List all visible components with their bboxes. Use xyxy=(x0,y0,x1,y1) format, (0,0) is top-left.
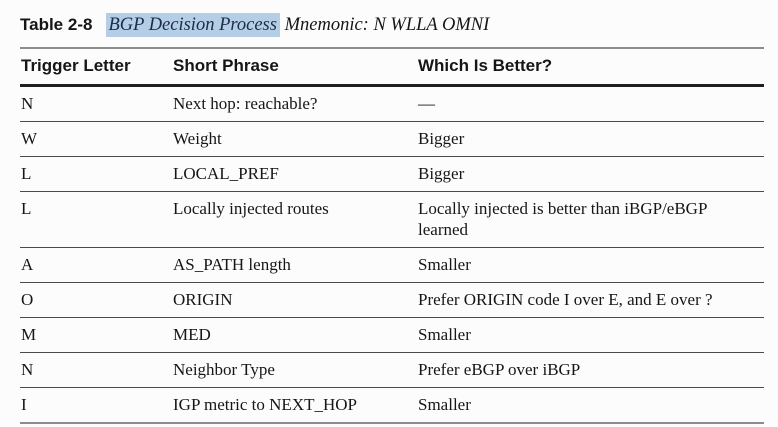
cell-trigger-letter: N xyxy=(20,352,172,388)
cell-trigger-letter: M xyxy=(20,317,172,353)
cell-short-phrase: ORIGIN xyxy=(172,282,417,318)
cell-short-phrase: MED xyxy=(172,317,417,353)
table-row: O ORIGIN Prefer ORIGIN code I over E, an… xyxy=(20,282,764,318)
table-number-label: Table 2-8 xyxy=(20,15,93,34)
cell-which-is-better: Smaller xyxy=(418,395,471,414)
bgp-decision-table: Trigger Letter Short Phrase Which Is Bet… xyxy=(20,47,764,424)
table-row: N Neighbor Type Prefer eBGP over iBGP xyxy=(20,352,764,388)
cell-short-phrase: Locally injected routes xyxy=(172,191,417,248)
table-row: W Weight Bigger xyxy=(20,121,764,157)
cell-which-is-better: Bigger xyxy=(417,121,764,157)
table-row: N Next hop: reachable? — xyxy=(20,85,764,122)
cell-which-is-better: — xyxy=(417,85,764,122)
table-row: L Locally injected routes Locally inject… xyxy=(20,191,764,248)
cell-trigger-letter: O xyxy=(20,282,172,318)
cell-which-is-better: Locally injected is better than iBGP/eBG… xyxy=(417,191,764,248)
cell-short-phrase: AS_PATH length xyxy=(172,247,417,283)
table-row: I IGP metric to NEXT_HOP Smaller xyxy=(20,388,764,424)
cell-trigger-letter: N xyxy=(20,85,172,122)
cell-which-is-better: Smaller xyxy=(417,247,764,283)
table-row: A AS_PATH length Smaller xyxy=(20,247,764,283)
cell-short-phrase: Next hop: reachable? xyxy=(172,85,417,122)
caption-rest: Mnemonic: N WLLA OMNI xyxy=(279,15,490,35)
cell-trigger-letter: W xyxy=(20,121,172,157)
cell-which-is-better: Prefer eBGP over iBGP xyxy=(417,352,764,388)
table-row: L LOCAL_PREF Bigger xyxy=(20,156,764,192)
table-row: M MED Smaller xyxy=(20,317,764,353)
caption-highlighted-phrase: BGP Decision Process xyxy=(106,13,280,37)
cell-short-phrase: IGP metric to NEXT_HOP xyxy=(173,395,357,414)
cell-short-phrase: Weight xyxy=(172,121,417,157)
cell-which-is-better: Prefer ORIGIN code I over E, and E over … xyxy=(417,282,764,318)
cell-which-is-better: Smaller xyxy=(417,317,764,353)
col-header-trigger-letter: Trigger Letter xyxy=(20,48,172,87)
cell-trigger-letter: A xyxy=(20,247,172,283)
col-header-which-is-better: Which Is Better? xyxy=(417,48,764,87)
cell-trigger-letter: L xyxy=(20,156,172,192)
col-header-short-phrase: Short Phrase xyxy=(172,48,417,87)
cell-short-phrase: Neighbor Type xyxy=(172,352,417,388)
header-row: Trigger Letter Short Phrase Which Is Bet… xyxy=(20,48,764,87)
cell-trigger-letter: L xyxy=(20,191,172,248)
cell-which-is-better: Bigger xyxy=(417,156,764,192)
table-caption: Table 2-8 BGP Decision Process Mnemonic: … xyxy=(20,13,762,38)
cell-short-phrase: LOCAL_PREF xyxy=(172,156,417,192)
cell-trigger-letter: I xyxy=(21,395,27,414)
